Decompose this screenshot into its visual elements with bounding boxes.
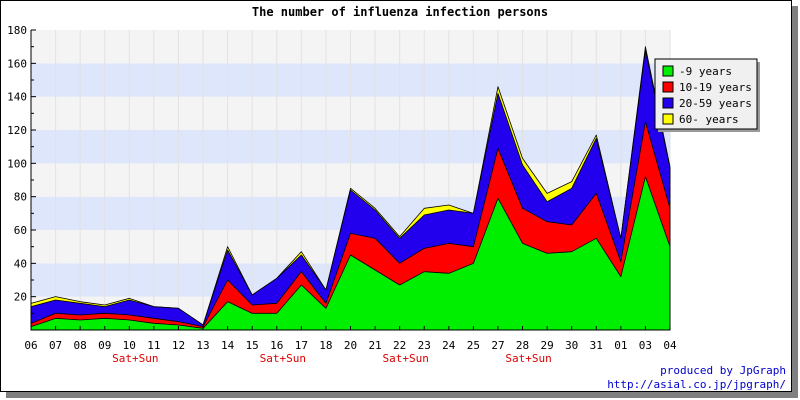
x-tick-label: 31	[590, 339, 603, 352]
frame-shadow-right	[792, 6, 798, 398]
x-tick-label: 13	[196, 339, 209, 352]
legend-label: 10-19 years	[679, 81, 752, 94]
x-tick-label: 21	[368, 339, 381, 352]
x-tick-label: 29	[540, 339, 553, 352]
legend-label: -9 years	[679, 65, 732, 78]
axes	[30, 29, 671, 331]
y-tick-label: 80	[14, 191, 27, 204]
credit: produced by JpGraph http://asial.co.jp/j…	[607, 364, 786, 392]
x-tick-label: 22	[393, 339, 406, 352]
x-tick-label: 10	[123, 339, 136, 352]
x-tick-label: 07	[49, 339, 62, 352]
x-tick-label: 27	[491, 339, 504, 352]
x-tick-label: 18	[319, 339, 332, 352]
y-tick-label: 160	[7, 57, 27, 70]
weekend-label: Sat+Sun	[505, 352, 551, 365]
y-tick-label: 20	[14, 291, 27, 304]
y-tick-label: 40	[14, 257, 27, 270]
chart-title: The number of influenza infection person…	[252, 5, 548, 19]
y-tick-label: 120	[7, 124, 27, 137]
x-tick-label: 17	[295, 339, 308, 352]
y-tick-label: 100	[7, 157, 27, 170]
x-tick-label: 08	[74, 339, 87, 352]
weekend-labels: Sat+Sun Sat+Sun Sat+Sun Sat+Sun	[112, 352, 552, 365]
legend-label: 20-59 years	[679, 97, 752, 110]
x-tick-label: 03	[639, 339, 652, 352]
weekend-label: Sat+Sun	[382, 352, 428, 365]
weekend-label: Sat+Sun	[112, 352, 158, 365]
x-tick-label: 01	[614, 339, 627, 352]
area-series-9-years	[30, 176, 671, 331]
legend-swatch	[662, 113, 674, 125]
area-series	[30, 46, 671, 331]
x-tick-labels: 06 07 08 09 10 11 12 13 14 15 16 17 18 20 21 22 23 24 25 27…	[24, 339, 677, 352]
x-tick-label: 11	[147, 339, 160, 352]
x-tick-label: 14	[221, 339, 235, 352]
x-tick-label: 04	[663, 339, 677, 352]
x-tick-label: 24	[442, 339, 456, 352]
legend: -9 years 10-19 years 20-59 years 60- years	[654, 58, 760, 132]
x-tick-label: 25	[467, 339, 480, 352]
x-tick-label: 15	[246, 339, 259, 352]
x-tick-label: 28	[516, 339, 529, 352]
x-tick-label: 06	[24, 339, 37, 352]
x-tick-label: 12	[172, 339, 185, 352]
legend-swatch	[662, 97, 674, 109]
y-tick-label: 60	[14, 224, 27, 237]
x-tick-label: 23	[418, 339, 431, 352]
y-tick-labels: 20 40 60 80 100 120 140 160 180	[7, 24, 27, 304]
x-tick-label: 20	[344, 339, 357, 352]
legend-swatch	[662, 65, 674, 77]
legend-label: 60- years	[679, 113, 739, 126]
x-tick-label: 16	[270, 339, 283, 352]
y-tick-label: 140	[7, 91, 27, 104]
credit-link[interactable]: http://asial.co.jp/jpgraph/	[607, 378, 786, 391]
weekend-label: Sat+Sun	[260, 352, 306, 365]
frame-shadow-bottom	[6, 392, 798, 398]
y-tick-label: 180	[7, 24, 27, 37]
credit-line-1: produced by JpGraph	[660, 364, 786, 377]
legend-swatch	[662, 81, 674, 93]
x-tick-label: 30	[565, 339, 578, 352]
x-tick-label: 09	[98, 339, 111, 352]
